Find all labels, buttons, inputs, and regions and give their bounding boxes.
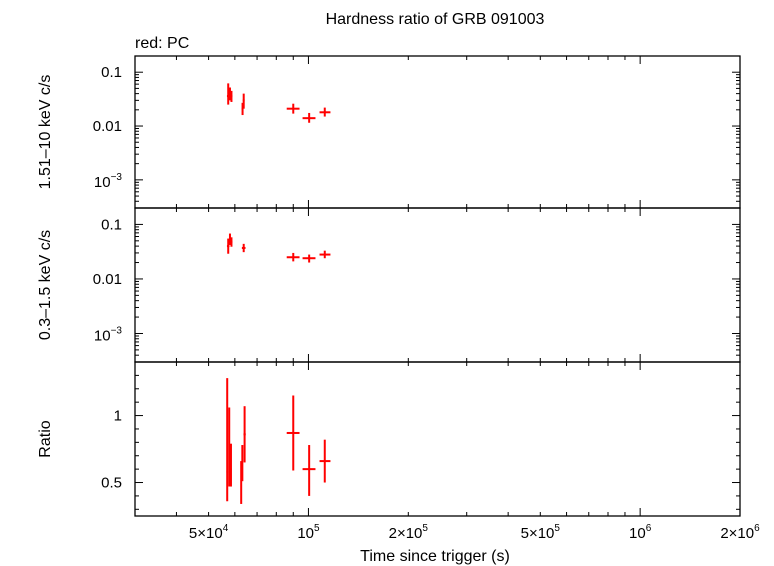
data-point-soft bbox=[319, 250, 331, 259]
data-point-soft bbox=[230, 237, 233, 247]
panel-frame-ratio bbox=[134, 361, 741, 517]
data-point-ratio bbox=[228, 407, 231, 487]
data-point-hard bbox=[286, 103, 300, 114]
data-point-ratio bbox=[302, 445, 316, 496]
y-tick-label-hard: 10−3 bbox=[94, 172, 123, 191]
data-point-hard bbox=[319, 107, 331, 117]
chart-subtitle: red: PC bbox=[135, 35, 189, 52]
y-tick-label-ratio: 1 bbox=[114, 408, 122, 425]
y-axis-label-soft: 0.3–1.5 keV c/s bbox=[37, 230, 54, 340]
y-tick-label-soft: 0.01 bbox=[93, 271, 122, 288]
data-point-soft bbox=[241, 243, 246, 253]
panel-soft: 0.1 0.01 10−3 0.3–1.5 keV c/s bbox=[37, 207, 741, 363]
y-axis-label-hard: 1.51–10 keV c/s bbox=[37, 75, 54, 190]
data-point-hard bbox=[230, 90, 233, 102]
y-tick-label-soft: 10−3 bbox=[94, 325, 123, 344]
data-point-soft bbox=[286, 252, 300, 262]
data-point-soft bbox=[226, 238, 230, 254]
x-tick-label: 5×104 bbox=[189, 523, 229, 542]
x-tick-label: 5×105 bbox=[521, 523, 561, 542]
data-point-ratio bbox=[229, 443, 232, 487]
x-axis-label: Time since trigger (s) bbox=[360, 548, 510, 565]
data-point-ratio bbox=[243, 406, 246, 463]
data-point-hard bbox=[242, 93, 245, 109]
x-tick-label: 106 bbox=[629, 523, 652, 542]
data-point-hard bbox=[241, 102, 244, 116]
panel-ratio: 1 0.5 Ratio bbox=[37, 361, 741, 517]
y-tick-label-hard: 0.01 bbox=[93, 118, 122, 135]
data-point-ratio bbox=[319, 439, 331, 483]
y-axis-label-ratio: Ratio bbox=[37, 420, 54, 457]
y-tick-label-soft: 0.1 bbox=[101, 216, 122, 233]
y-tick-label-hard: 0.1 bbox=[101, 64, 122, 81]
data-point-soft bbox=[302, 254, 316, 263]
x-tick-label: 2×105 bbox=[389, 523, 429, 542]
panel-frame-soft bbox=[134, 207, 741, 363]
panel-hard: 0.1 0.01 10−3 1.51–10 keV c/s bbox=[37, 55, 741, 209]
data-point-ratio bbox=[226, 378, 229, 502]
x-tick-label: 2×106 bbox=[720, 523, 760, 542]
y-tick-label-ratio: 0.5 bbox=[101, 475, 122, 492]
data-point-ratio bbox=[286, 395, 300, 471]
x-tick-label: 105 bbox=[297, 523, 320, 542]
panel-frame-hard bbox=[134, 55, 741, 209]
chart-title: Hardness ratio of GRB 091003 bbox=[326, 11, 545, 28]
data-point-hard bbox=[302, 112, 316, 123]
panels: 0.1 0.01 10−3 1.51–10 keV c/s 0.1 0.01 10−3 0.3… bbox=[37, 55, 760, 542]
data-point-ratio bbox=[241, 445, 244, 482]
